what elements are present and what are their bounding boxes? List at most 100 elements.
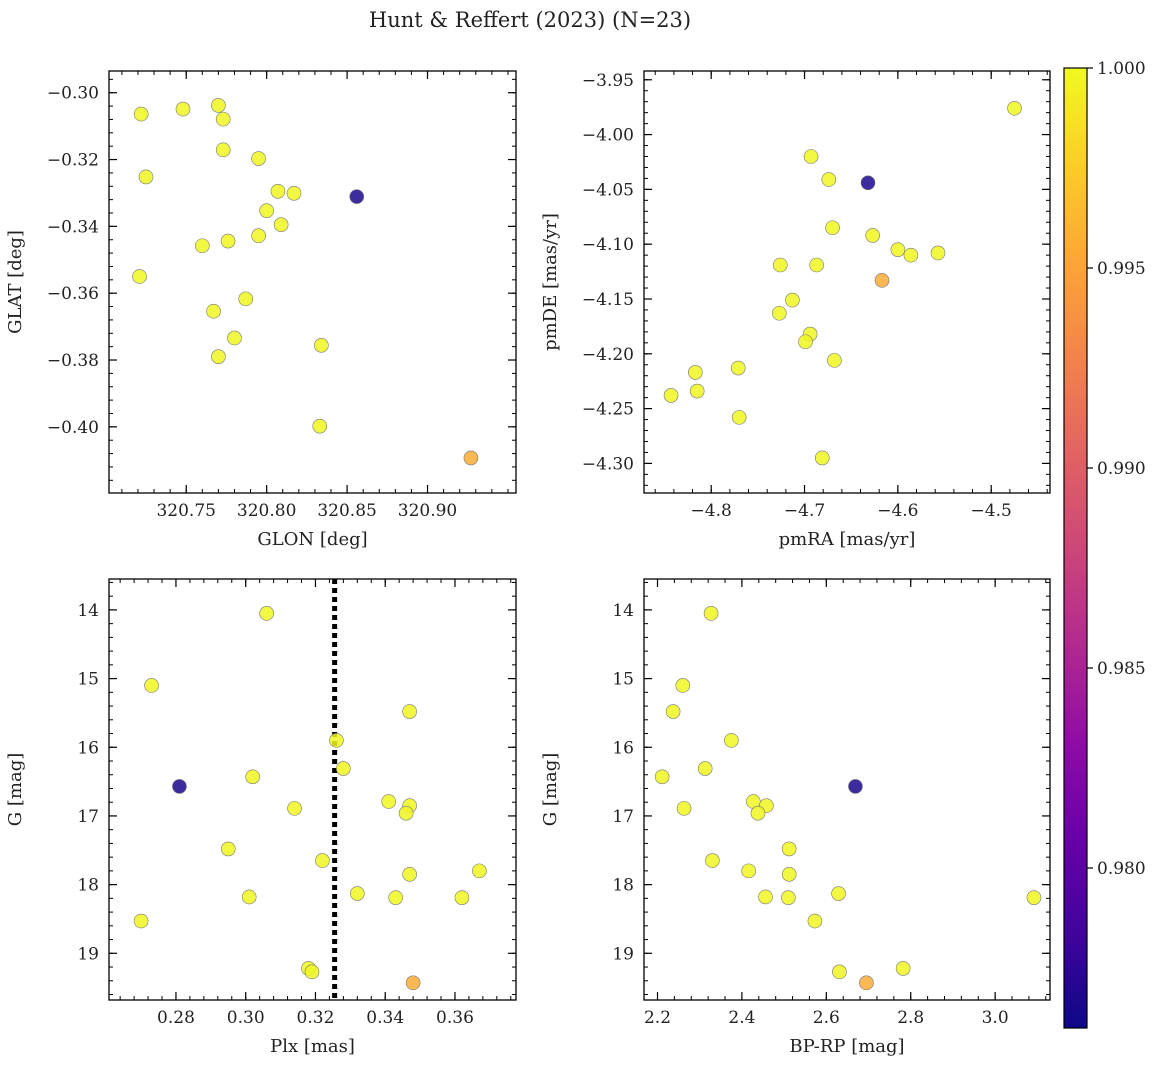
- y-tick-label: 14: [612, 601, 634, 621]
- data-point: [336, 761, 351, 776]
- data-point: [259, 606, 274, 621]
- x-tick-label: −4.8: [691, 501, 732, 521]
- data-point: [781, 867, 797, 882]
- data-point: [781, 841, 797, 857]
- panel-4: 2.2 2.4 2.6 2.8 3.0 14 15 16 17 18 19 BP-RP [mag] G …: [540, 578, 1051, 1057]
- data-point: [772, 257, 788, 273]
- data-point: [705, 853, 720, 868]
- data-point: [741, 863, 756, 879]
- data-point: [903, 247, 919, 263]
- data-point: [809, 257, 824, 273]
- data-point: [349, 189, 365, 204]
- panel-3: 0.28 0.30 0.32 0.34 0.36 14 15 16 17 18 19 Plx [mas…: [5, 578, 517, 1057]
- y-tick-label: −0.38: [47, 351, 99, 371]
- axes-frame: [643, 70, 1051, 494]
- x-tick-label: 2.4: [728, 1008, 755, 1028]
- y-tick-label: 17: [77, 807, 99, 827]
- y-axis-label: G [mag]: [540, 753, 561, 826]
- axes-frame: [643, 578, 1051, 1001]
- data-point: [133, 913, 149, 929]
- data-point: [781, 890, 796, 905]
- data-point: [772, 305, 787, 321]
- data-point: [144, 678, 159, 693]
- data-point: [220, 233, 236, 249]
- data-point: [930, 245, 946, 261]
- data-point: [211, 98, 226, 113]
- x-tick-label: 320.75: [156, 501, 215, 521]
- data-point: [241, 889, 257, 905]
- y-tick-label: −4.10: [582, 235, 634, 255]
- x-tick-label: 2.8: [897, 1008, 924, 1028]
- data-point: [304, 964, 320, 980]
- data-point: [1007, 100, 1022, 116]
- data-point: [848, 779, 863, 794]
- x-axis-label: GLON [deg]: [257, 529, 367, 550]
- x-tick-label: 0.36: [436, 1008, 474, 1028]
- data-point: [665, 704, 681, 719]
- data-point: [286, 185, 302, 201]
- data-point: [827, 353, 842, 368]
- axes-frame: [108, 70, 517, 494]
- data-point: [251, 228, 266, 244]
- data-point: [724, 733, 739, 748]
- data-point: [405, 975, 421, 991]
- data-point: [175, 101, 191, 117]
- y-tick-label: −0.30: [47, 84, 99, 104]
- x-tick-label: −4.5: [971, 501, 1012, 521]
- axes-frame: [108, 578, 517, 1001]
- data-point: [703, 606, 719, 621]
- x-tick-label: 2.2: [644, 1008, 671, 1028]
- data-point: [730, 360, 746, 376]
- data-point: [312, 418, 328, 434]
- y-tick-label: 18: [77, 876, 99, 896]
- y-tick-label: 18: [612, 876, 634, 896]
- y-tick-label: −4.20: [582, 345, 634, 365]
- x-tick-label: 3.0: [982, 1008, 1009, 1028]
- data-point: [206, 303, 221, 319]
- data-point: [654, 769, 670, 785]
- data-point: [472, 863, 487, 879]
- data-point: [251, 151, 266, 166]
- data-point: [831, 886, 846, 901]
- data-point: [697, 761, 713, 776]
- y-tick-label: −0.36: [47, 284, 99, 304]
- colorbar-gradient: [1063, 67, 1088, 1029]
- figure-title: Hunt & Reffert (2023) (N=23): [369, 8, 691, 32]
- data-point: [315, 853, 330, 868]
- x-tick-label: 320.80: [237, 501, 296, 521]
- data-point: [689, 383, 705, 399]
- panel-1: 320.75 320.80 320.85 320.90 −0.30 −0.32 −0.34 −…: [5, 70, 517, 550]
- y-tick-label: −3.95: [582, 71, 634, 91]
- data-point: [172, 779, 187, 794]
- colorbar-tick-label: 0.985: [1097, 659, 1146, 679]
- data-point: [803, 149, 819, 164]
- data-point: [259, 203, 274, 218]
- y-tick-label: −0.32: [47, 151, 99, 171]
- y-tick-label: 15: [77, 670, 99, 690]
- y-axis-label: GLAT [deg]: [5, 230, 26, 334]
- x-tick-label: 0.34: [366, 1008, 404, 1028]
- data-point: [865, 228, 880, 243]
- data-point: [463, 450, 479, 466]
- data-point: [398, 805, 414, 821]
- data-point: [731, 410, 747, 425]
- data-point: [832, 964, 847, 980]
- data-point: [758, 889, 773, 905]
- data-point: [350, 886, 365, 901]
- y-tick-label: −4.05: [582, 180, 634, 200]
- x-tick-label: −4.6: [877, 501, 918, 521]
- x-axis-label: pmRA [mas/yr]: [779, 529, 916, 550]
- data-point: [663, 388, 679, 403]
- data-point: [874, 273, 890, 288]
- x-axis-label: BP-RP [mag]: [789, 1036, 904, 1057]
- y-axis-label: G [mag]: [5, 753, 26, 826]
- data-point: [273, 217, 289, 232]
- data-point: [215, 142, 231, 158]
- data-point: [785, 292, 800, 308]
- y-tick-label: 19: [77, 944, 99, 964]
- data-point: [388, 890, 403, 905]
- data-point: [238, 291, 254, 307]
- y-tick-label: 14: [77, 601, 99, 621]
- data-point: [329, 733, 344, 748]
